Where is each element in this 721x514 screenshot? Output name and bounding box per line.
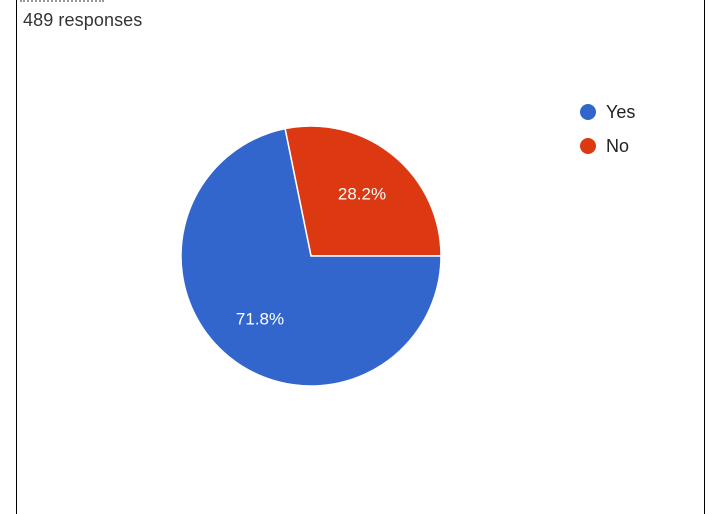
- data-label-no: 28.2%: [338, 185, 386, 204]
- top-dotted-rule: [20, 0, 104, 2]
- legend-swatch-yes: [580, 104, 596, 120]
- legend: Yes No: [580, 95, 635, 163]
- response-count: 489 responses: [23, 10, 143, 30]
- legend-item-yes[interactable]: Yes: [580, 95, 635, 129]
- page-frame: [16, 0, 705, 514]
- data-label-yes: 71.8%: [236, 309, 284, 328]
- legend-label-no: No: [606, 135, 630, 156]
- pie-slice-yes[interactable]: [180, 127, 442, 387]
- legend-label-yes: Yes: [606, 101, 636, 122]
- pie-slice-no[interactable]: [284, 125, 442, 257]
- legend-item-no[interactable]: No: [580, 129, 635, 163]
- legend-swatch-no: [580, 138, 596, 154]
